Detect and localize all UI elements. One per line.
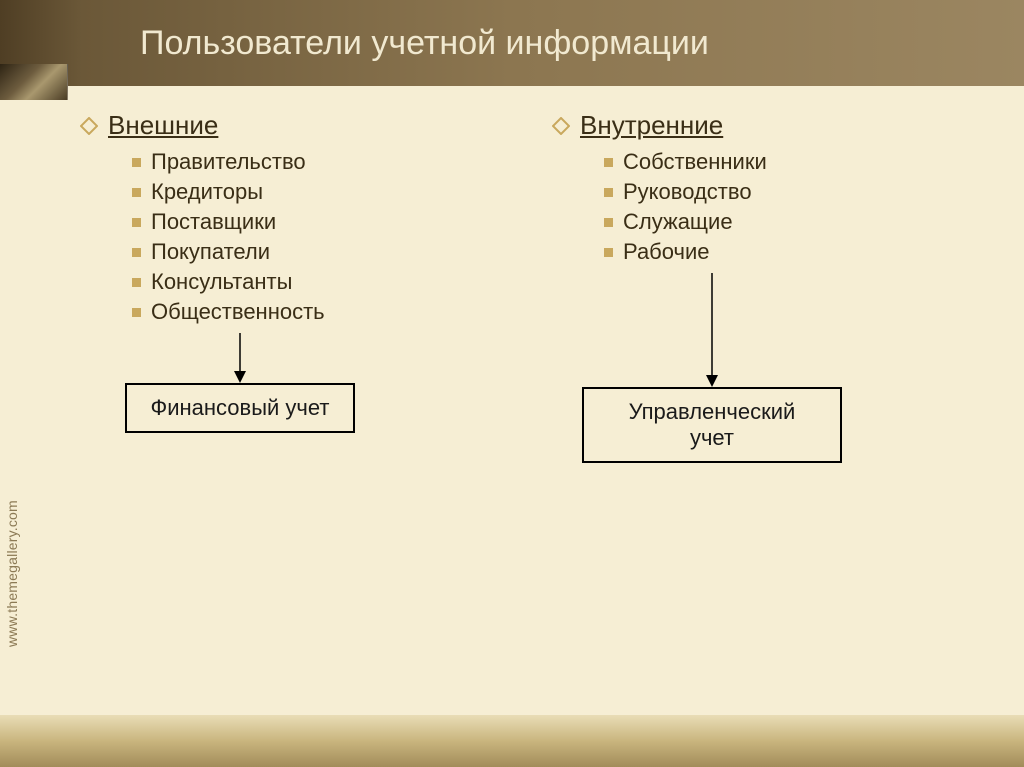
square-bullet-icon — [604, 188, 613, 197]
list-item: Правительство — [132, 149, 492, 175]
square-bullet-icon — [132, 308, 141, 317]
arrow-box-external: Финансовый учет — [110, 331, 370, 433]
list-item: Собственники — [604, 149, 964, 175]
square-bullet-icon — [604, 248, 613, 257]
arrow-box-internal: Управленческий учет — [582, 271, 842, 463]
list-item: Кредиторы — [132, 179, 492, 205]
square-bullet-icon — [132, 188, 141, 197]
list-internal: Собственники Руководство Служащие Рабочи… — [604, 149, 964, 265]
list-item: Покупатели — [132, 239, 492, 265]
column-external: Внешние Правительство Кредиторы Поставщи… — [80, 110, 492, 463]
square-bullet-icon — [604, 158, 613, 167]
box-financial-accounting: Финансовый учет — [125, 383, 356, 433]
diamond-bullet-icon — [80, 117, 98, 135]
square-bullet-icon — [132, 278, 141, 287]
list-item-label: Поставщики — [151, 209, 276, 235]
corner-decoration — [0, 64, 68, 100]
list-item: Служащие — [604, 209, 964, 235]
list-item-label: Покупатели — [151, 239, 270, 265]
square-bullet-icon — [132, 158, 141, 167]
list-item: Рабочие — [604, 239, 964, 265]
content-area: Внешние Правительство Кредиторы Поставщи… — [80, 110, 964, 463]
heading-external: Внешние — [80, 110, 492, 141]
square-bullet-icon — [132, 248, 141, 257]
box-management-accounting: Управленческий учет — [582, 387, 842, 463]
list-item: Консультанты — [132, 269, 492, 295]
heading-external-label: Внешние — [108, 110, 218, 141]
header-bar: Пользователи учетной информации — [0, 0, 1024, 86]
list-external: Правительство Кредиторы Поставщики Покуп… — [132, 149, 492, 325]
list-item-label: Кредиторы — [151, 179, 263, 205]
list-item-label: Консультанты — [151, 269, 292, 295]
list-item: Руководство — [604, 179, 964, 205]
bottom-band — [0, 715, 1024, 767]
arrow-down-icon — [702, 271, 722, 387]
slide-root: Пользователи учетной информации Внешние … — [0, 0, 1024, 767]
square-bullet-icon — [132, 218, 141, 227]
footer-url: www.themegallery.com — [4, 500, 20, 647]
square-bullet-icon — [604, 218, 613, 227]
slide-title: Пользователи учетной информации — [140, 24, 709, 63]
list-item-label: Рабочие — [623, 239, 710, 265]
column-internal: Внутренние Собственники Руководство Служ… — [552, 110, 964, 463]
diamond-bullet-icon — [552, 117, 570, 135]
heading-internal-label: Внутренние — [580, 110, 723, 141]
list-item-label: Собственники — [623, 149, 767, 175]
list-item-label: Правительство — [151, 149, 306, 175]
list-item-label: Общественность — [151, 299, 325, 325]
list-item-label: Руководство — [623, 179, 752, 205]
list-item: Поставщики — [132, 209, 492, 235]
list-item: Общественность — [132, 299, 492, 325]
heading-internal: Внутренние — [552, 110, 964, 141]
arrow-down-icon — [230, 331, 250, 383]
list-item-label: Служащие — [623, 209, 733, 235]
